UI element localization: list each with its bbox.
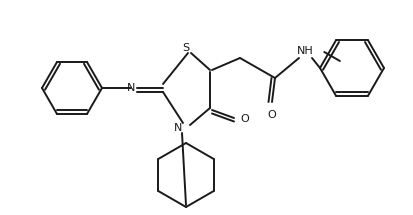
Text: O: O	[267, 110, 276, 120]
Text: N: N	[173, 123, 182, 133]
Text: NH: NH	[296, 46, 313, 56]
Text: S: S	[182, 43, 189, 53]
Text: N: N	[126, 83, 135, 93]
Text: O: O	[240, 114, 248, 124]
